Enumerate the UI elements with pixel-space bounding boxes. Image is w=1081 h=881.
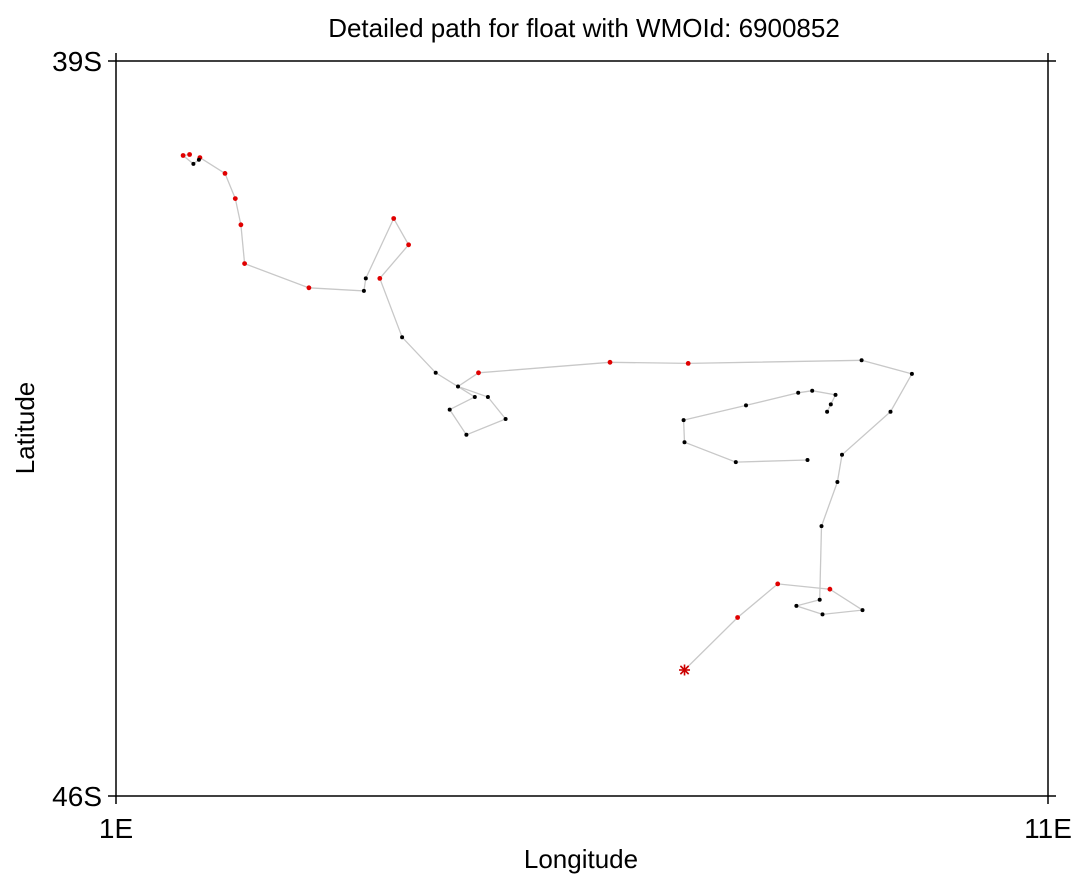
position-point-36 — [191, 161, 196, 166]
position-point-19 — [464, 432, 469, 437]
position-point-39 — [744, 403, 748, 408]
position-point-29 — [306, 285, 312, 291]
position-point-24 — [377, 276, 383, 281]
position-point-13 — [685, 361, 691, 366]
position-point-38 — [187, 152, 193, 157]
position-point-1 — [775, 581, 781, 587]
position-point-2 — [827, 586, 833, 592]
y-tick-label-46s: 46S — [52, 781, 102, 812]
position-point-33 — [222, 171, 228, 176]
position-point-17 — [485, 395, 490, 399]
position-point-21 — [472, 395, 477, 399]
y-axis-label: Latitude — [10, 382, 40, 475]
position-point-3 — [860, 608, 865, 613]
track-line-segment-1 — [745, 390, 837, 412]
position-point-11 — [909, 371, 914, 376]
position-point-12 — [859, 358, 864, 363]
position-point-23 — [400, 335, 405, 340]
position-point-25 — [406, 242, 411, 248]
position-point-22 — [433, 370, 438, 375]
position-point-5 — [794, 603, 799, 608]
x-tick-label-1e: 1E — [99, 813, 133, 844]
position-point-8 — [835, 480, 840, 484]
position-point-9 — [840, 452, 844, 457]
float-track — [181, 153, 913, 671]
position-point-7 — [819, 524, 824, 529]
position-point-18 — [503, 417, 508, 421]
position-point-20 — [447, 407, 452, 412]
position-point-37 — [180, 153, 186, 158]
position-point-40 — [681, 418, 686, 423]
track-line — [181, 153, 913, 671]
x-tick-label-11e: 11E — [1024, 813, 1072, 844]
position-point-32 — [232, 196, 238, 202]
x-axis-label: Longitude — [524, 844, 638, 874]
deployment-marker — [679, 664, 691, 676]
position-point-46 — [833, 392, 838, 397]
start-marker-d2 — [679, 665, 690, 675]
position-point-41 — [682, 440, 687, 445]
position-point-45 — [810, 388, 815, 393]
position-point-6 — [817, 597, 822, 602]
position-point-0 — [735, 615, 740, 620]
position-point-15 — [476, 370, 481, 376]
position-point-47 — [828, 402, 833, 407]
plot-frame — [115, 60, 1049, 797]
y-tick-label-39s: 39S — [52, 46, 102, 77]
position-point-14 — [607, 359, 613, 365]
position-point-26 — [391, 216, 397, 221]
track-line-segment-0 — [682, 404, 808, 463]
position-point-27 — [363, 276, 368, 281]
position-point-44 — [796, 390, 801, 395]
position-point-31 — [238, 222, 244, 228]
position-point-35 — [196, 157, 201, 162]
axis-ticks — [108, 53, 1056, 804]
position-point-10 — [888, 409, 893, 414]
float-positions — [180, 152, 914, 620]
position-point-16 — [456, 384, 460, 389]
position-point-42 — [733, 460, 738, 465]
position-point-4 — [820, 612, 825, 617]
position-point-43 — [805, 458, 810, 462]
position-point-30 — [242, 261, 248, 266]
chart-title: Detailed path for float with WMOId: 6900… — [328, 13, 840, 43]
position-point-48 — [825, 409, 830, 414]
position-point-28 — [361, 288, 366, 293]
